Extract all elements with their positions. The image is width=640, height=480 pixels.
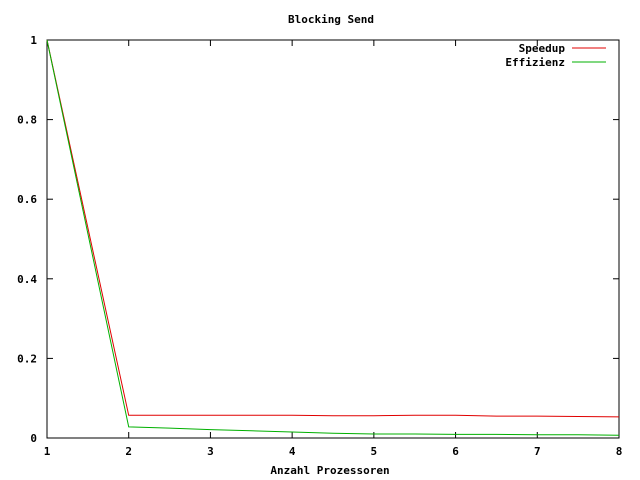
y-tick-label: 0.8: [17, 114, 37, 127]
series-lines: [46, 39, 620, 436]
x-tick-label: 6: [452, 445, 459, 458]
plot-frame: [46, 39, 620, 439]
y-tick-label: 1: [30, 34, 37, 47]
x-axis-label: Anzahl Prozessoren: [270, 464, 389, 477]
x-tick-label: 2: [125, 445, 132, 458]
legend-label-speedup: Speedup: [519, 42, 566, 55]
series-line-effizienz: [46, 39, 620, 436]
x-tick-label: 4: [289, 445, 296, 458]
y-tick-label: 0.6: [17, 193, 37, 206]
y-tick-label: 0: [30, 432, 37, 445]
y-tick-label: 0.2: [17, 352, 37, 365]
legend-label-effizienz: Effizienz: [505, 56, 565, 69]
axis-tick-labels: 1 2 3 4 5 6 7 8 0 0.2 0.4 0.6 0.8 1: [17, 34, 622, 458]
x-tick-label: 5: [371, 445, 378, 458]
series-line-speedup: [46, 39, 620, 418]
y-tick-label: 0.4: [17, 273, 37, 286]
x-tick-label: 1: [44, 445, 51, 458]
axis-ticks: [46, 39, 620, 439]
x-tick-label: 8: [616, 445, 623, 458]
chart-title: Blocking Send: [288, 13, 374, 26]
x-tick-label: 7: [534, 445, 541, 458]
x-tick-label: 3: [207, 445, 214, 458]
